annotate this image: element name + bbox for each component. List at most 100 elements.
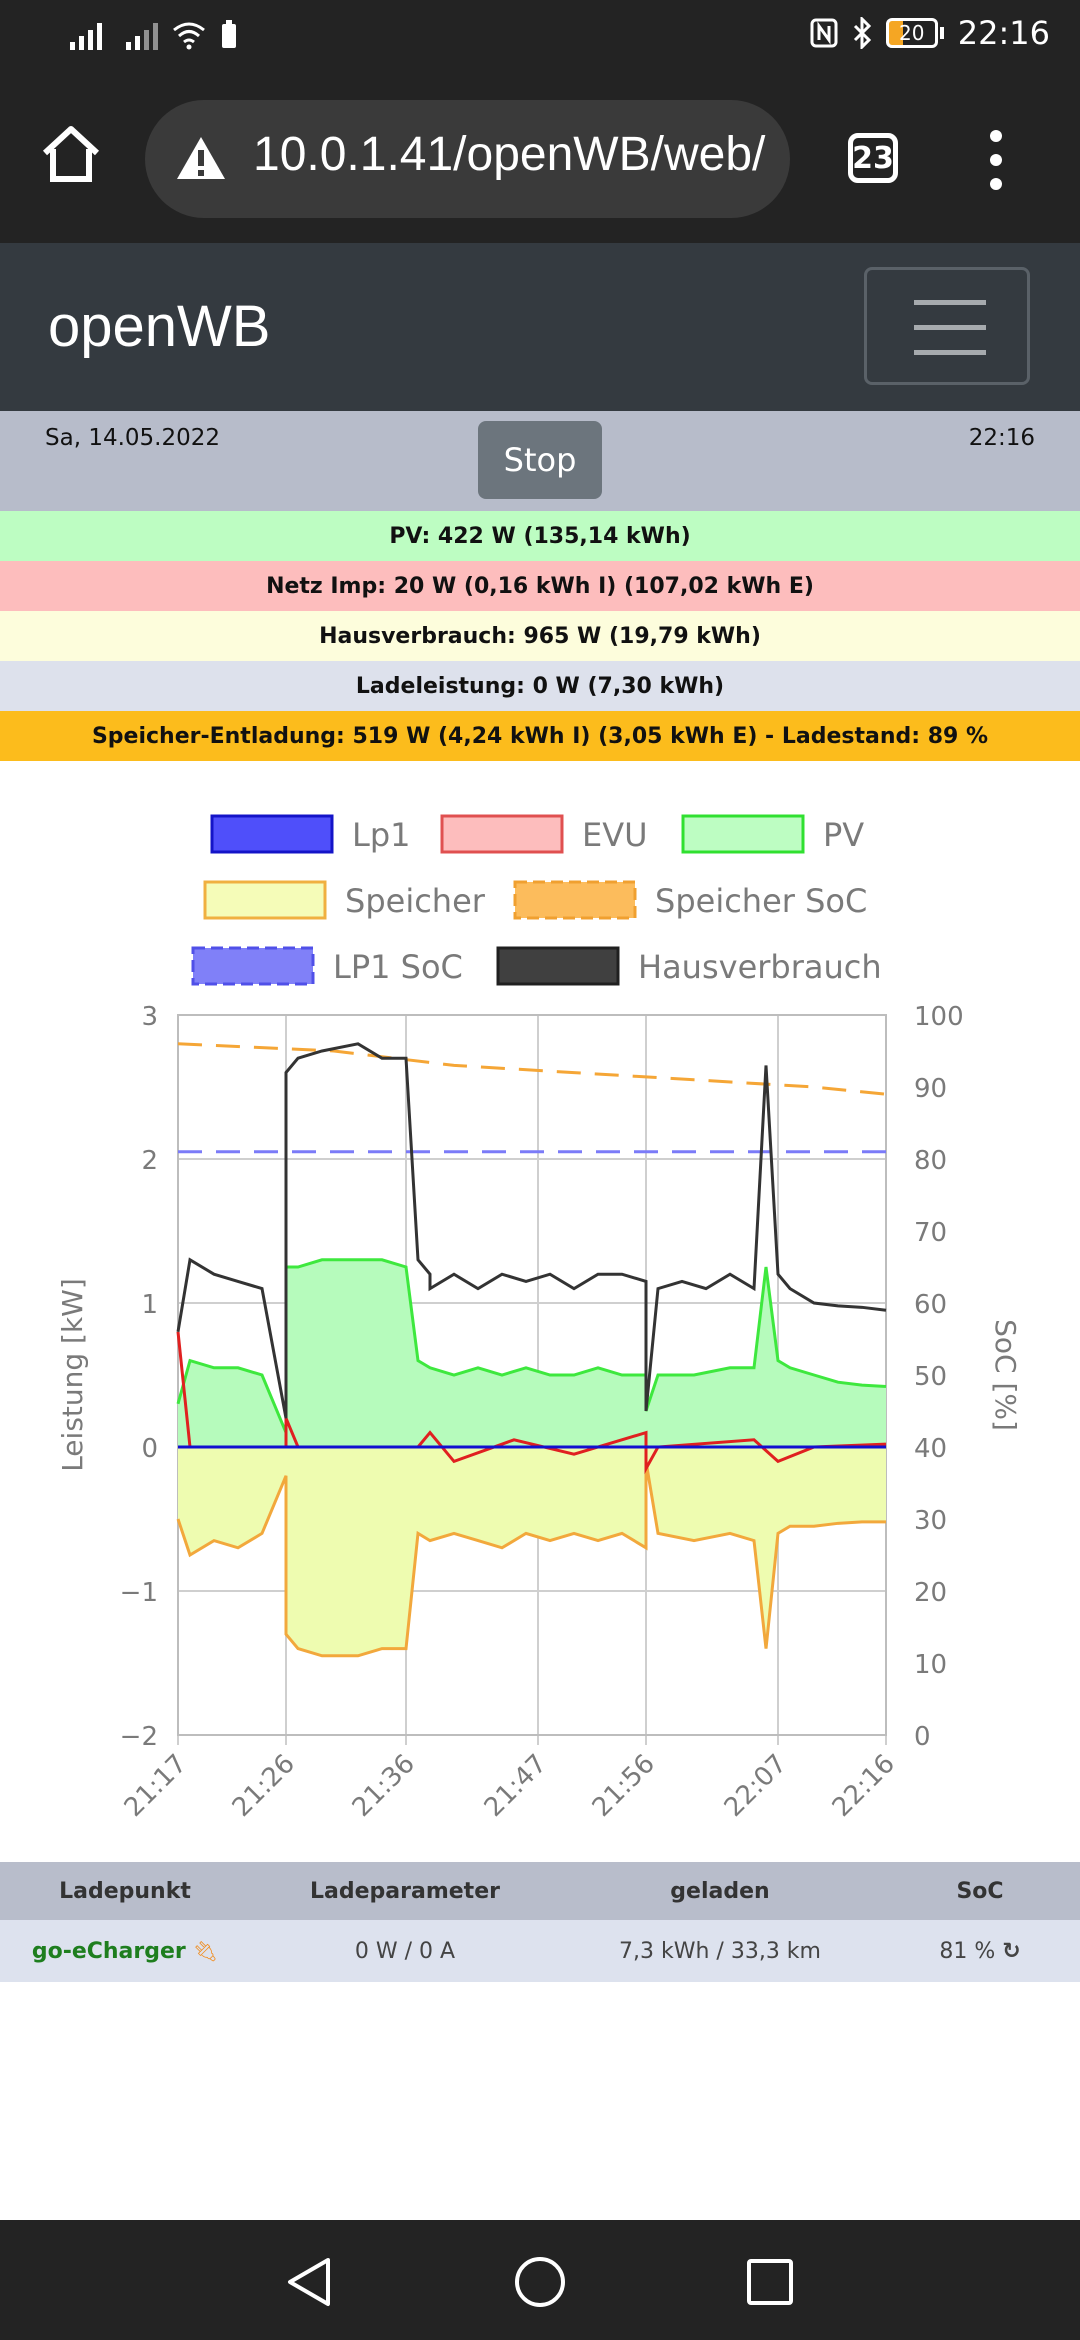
y2-tick-label: 60 (914, 1290, 947, 1320)
legend-swatch-evu (440, 814, 564, 854)
bluetooth-icon (853, 17, 871, 49)
grid-text: Netz Imp: 20 W (0,16 kWh I) (107,02 kWh … (266, 573, 814, 599)
y2-tick-label: 10 (914, 1650, 947, 1680)
url-field[interactable]: 10.0.1.41/openWB/web/ (145, 100, 790, 218)
more-menu-icon[interactable] (990, 130, 1004, 202)
y2-tick-label: 100 (914, 1002, 964, 1032)
x-tick-label: 22:07 (719, 1749, 793, 1823)
speicher-series-line (176, 1461, 886, 1658)
recents-icon[interactable] (746, 2258, 794, 2306)
x-tick-label: 21:36 (347, 1749, 421, 1823)
url-text[interactable]: 10.0.1.41/openWB/web/ (253, 128, 766, 181)
menu-toggle-button[interactable] (864, 267, 1030, 385)
y2-tick-label: 40 (914, 1434, 947, 1464)
wifi-icon (173, 22, 205, 50)
legend-swatch-speicher (203, 880, 327, 920)
y2-tick-label: 30 (914, 1506, 947, 1536)
brand-logo[interactable]: openWB (48, 294, 271, 359)
plot-border (177, 1014, 887, 1736)
y2-tick-label: 80 (914, 1146, 947, 1176)
table-row: go-eCharger 🔌︎ 0 W / 0 A 7,3 kWh / 33,3 … (0, 1920, 1080, 1982)
storage-row: Speicher-Entladung: 519 W (4,24 kWh I) (… (0, 711, 1080, 761)
date-bar: Sa, 14.05.2022 Stop 22:16 (0, 411, 1080, 511)
legend-swatch-lp1-soc (191, 946, 315, 986)
house-text: Hausverbrauch: 965 W (19,79 kWh) (319, 623, 761, 649)
chart-container: Lp1 EVU PV Speicher Speicher SoC LP1 SoC Hausv… (0, 780, 1080, 1860)
legend-label-lp1: Lp1 (352, 816, 411, 854)
grid-row: Netz Imp: 20 W (0,16 kWh I) (107,02 kWh … (0, 561, 1080, 611)
pv-series-area (178, 1259, 886, 1447)
y-axis-label: Leistung [kW] (56, 1278, 89, 1472)
storage-text: Speicher-Entladung: 519 W (4,24 kWh I) (… (91, 723, 989, 749)
legend-label-speicher: Speicher (345, 882, 486, 920)
y-tick-label: 1 (141, 1290, 158, 1320)
y2-tick-label: 20 (914, 1578, 947, 1608)
nfc-icon (810, 18, 838, 48)
speicher-soc-series (177, 1042, 887, 1096)
house-row: Hausverbrauch: 965 W (19,79 kWh) (0, 611, 1080, 661)
soc-value: 81 % (939, 1938, 996, 1964)
hausverbrauch-series (176, 1042, 887, 1419)
power-chart: Lp1 EVU PV Speicher Speicher SoC LP1 SoC Hausv… (56, 814, 1022, 1823)
clock: 22:16 (957, 14, 1050, 52)
charge-point-cell[interactable]: go-eCharger 🔌︎ (0, 1939, 250, 1964)
notification-icon (222, 20, 236, 48)
y-tick-label: 2 (141, 1146, 158, 1176)
warning-icon[interactable] (175, 135, 227, 181)
legend-label-pv: PV (823, 816, 864, 854)
header-ladepunkt: Ladepunkt (59, 1878, 191, 1904)
y2-axis-label: SoC [%] (989, 1319, 1022, 1431)
speicher-series-area (178, 1447, 886, 1656)
stop-button[interactable]: Stop (478, 421, 602, 499)
legend-label-lp1-soc: LP1 SoC (333, 948, 463, 986)
y-tick-label: −2 (120, 1722, 158, 1752)
legend-swatch-pv (681, 814, 805, 854)
back-icon[interactable] (284, 2256, 334, 2308)
y2-tick-label: 0 (914, 1722, 931, 1752)
charge-point-name[interactable]: go-eCharger (31, 1938, 186, 1964)
x-tick-label: 21:17 (119, 1749, 193, 1823)
system-nav-bar (0, 2220, 1080, 2340)
home-icon[interactable] (40, 125, 102, 183)
charge-text: Ladeleistung: 0 W (7,30 kWh) (355, 673, 725, 699)
x-tick-label: 22:16 (827, 1749, 901, 1823)
pv-row: PV: 422 W (135,14 kWh) (0, 511, 1080, 561)
battery-level: 20 (885, 18, 938, 48)
x-tick-label: 21:56 (587, 1749, 661, 1823)
y-tick-label: −1 (120, 1578, 158, 1608)
refresh-icon[interactable]: ↻ (1002, 1938, 1021, 1964)
charge-row: Ladeleistung: 0 W (7,30 kWh) (0, 661, 1080, 711)
x-tick-label: 21:47 (479, 1749, 553, 1823)
legend-label-hausverbrauch: Hausverbrauch (638, 948, 882, 986)
y-tick-label: 0 (141, 1434, 158, 1464)
x-tick-label: 21:26 (227, 1749, 301, 1823)
header-geladen: geladen (670, 1878, 770, 1904)
y2-tick-label: 70 (914, 1218, 947, 1248)
soc-cell[interactable]: 81 % ↻ (880, 1939, 1080, 1964)
plug-icon: 🔌︎ (192, 1938, 219, 1963)
y2-tick-label: 50 (914, 1362, 947, 1392)
legend-label-evu: EVU (582, 816, 648, 854)
header-soc: SoC (956, 1878, 1004, 1904)
legend-swatch-speicher-soc (513, 880, 637, 920)
y-tick-label: 3 (141, 1002, 158, 1032)
pv-text: PV: 422 W (135,14 kWh) (389, 523, 691, 549)
y2-tick-label: 90 (914, 1074, 947, 1104)
status-bar: 20 22:16 (0, 0, 1080, 75)
time-text: 22:16 (968, 425, 1035, 451)
charged-cell: 7,3 kWh / 33,3 km (619, 1938, 821, 1964)
charge-params-cell: 0 W / 0 A (354, 1938, 456, 1964)
legend-swatch-lp1 (210, 814, 334, 854)
tab-switcher-button[interactable]: 23 (848, 133, 898, 183)
date-text: Sa, 14.05.2022 (45, 425, 221, 451)
legend-label-speicher-soc: Speicher SoC (655, 882, 867, 920)
signal-icon (70, 18, 102, 50)
home-nav-icon[interactable] (514, 2256, 566, 2308)
table-header: Ladepunkt Ladeparameter geladen SoC (0, 1862, 1080, 1920)
battery-icon: 20 (885, 18, 944, 48)
browser-toolbar: 10.0.1.41/openWB/web/ 23 (0, 75, 1080, 243)
charge-point-table: Ladepunkt Ladeparameter geladen SoC go-e… (0, 1862, 1080, 1982)
signal-icon-2 (126, 18, 158, 50)
app-navbar: openWB (0, 243, 1080, 411)
header-ladeparameter: Ladeparameter (310, 1878, 500, 1904)
